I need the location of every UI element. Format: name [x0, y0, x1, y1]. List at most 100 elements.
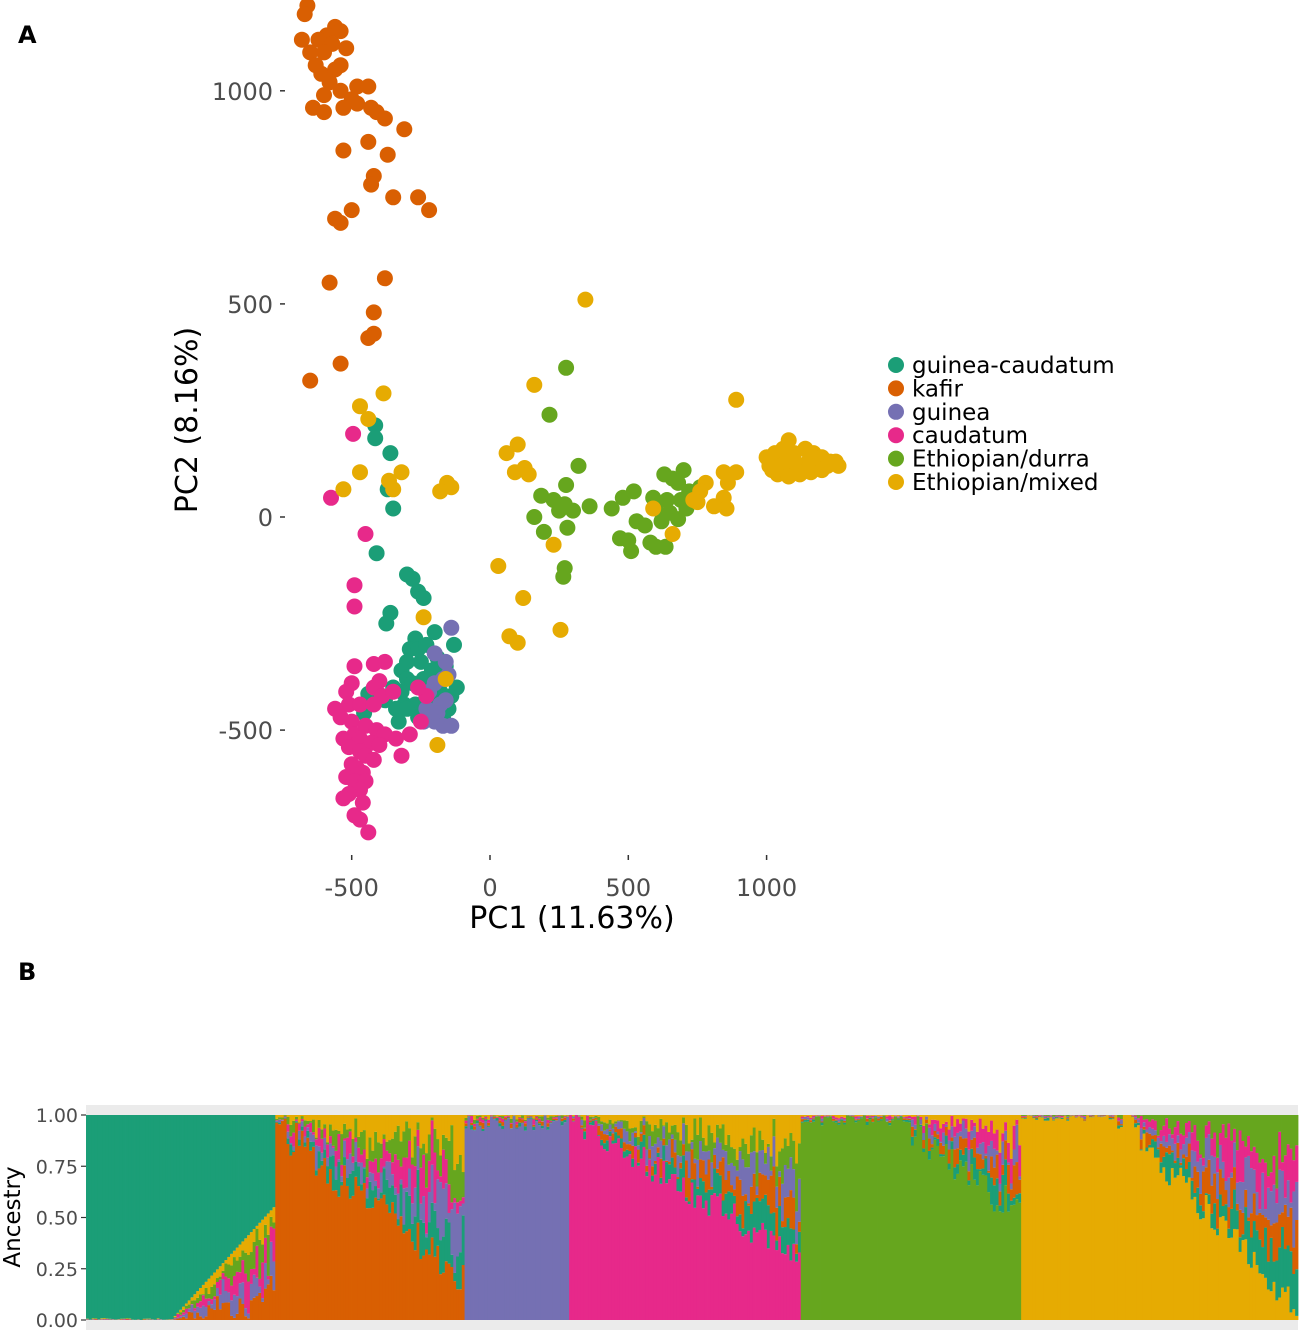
ancestry-segment-guinea-caudatum — [786, 1218, 790, 1245]
ancestry-segment-ethiopian-mixed — [837, 1115, 841, 1119]
ancestry-segment-guinea — [732, 1165, 737, 1190]
ancestry-segment-guinea — [1165, 1141, 1169, 1148]
ancestry-segment-caudatum — [749, 1242, 754, 1320]
ancestry-segment-caudatum — [1258, 1162, 1262, 1210]
ancestry-segment-caudatum — [309, 1122, 313, 1133]
ancestry-segment-kafir — [667, 1161, 672, 1165]
ancestry-segment-guinea-caudatum — [309, 1141, 313, 1151]
ancestry-segment-guinea-caudatum — [487, 1125, 491, 1127]
ancestry-segment-guinea-caudatum — [778, 1205, 782, 1237]
ancestry-segment-ethiopian-durra — [1173, 1115, 1177, 1128]
ancestry-segment-ethiopian-mixed — [1097, 1116, 1101, 1320]
ancestry-segment-ethiopian-durra — [670, 1125, 675, 1135]
ancestry-segment-guinea-caudatum — [608, 1131, 612, 1137]
ancestry-segment-guinea-caudatum — [218, 1115, 223, 1267]
ancestry-segment-guinea-caudatum — [399, 1184, 403, 1217]
ancestry-segment-kafir — [690, 1149, 694, 1180]
ancestry-segment-ethiopian-mixed — [464, 1115, 468, 1118]
ancestry-segment-ethiopian-mixed — [566, 1115, 570, 1116]
ancestry-segment-guinea-caudatum — [1136, 1122, 1141, 1126]
ancestry-segment-kafir — [744, 1194, 748, 1202]
ancestry-segment-ethiopian-durra — [761, 1139, 765, 1151]
ancestry-segment-guinea — [1258, 1209, 1262, 1213]
ancestry-segment-kafir — [365, 1208, 369, 1320]
ancestry-segment-guinea-caudatum — [173, 1115, 177, 1316]
ancestry-segment-ethiopian-mixed — [936, 1115, 940, 1121]
ancestry-segment-ethiopian-mixed — [1088, 1117, 1093, 1320]
ancestry-segment-ethiopian-durra — [444, 1137, 449, 1160]
ancestry-segment-ethiopian-mixed — [1196, 1213, 1200, 1320]
ancestry-segment-caudatum — [125, 1318, 129, 1320]
point-ethiopian-durra — [558, 359, 575, 376]
ancestry-segment-guinea-caudatum — [588, 1122, 593, 1125]
ancestry-segment-ethiopian-durra — [1145, 1115, 1149, 1120]
ancestry-segment-guinea — [540, 1128, 545, 1320]
ancestry-segment-ethiopian-mixed — [261, 1219, 265, 1245]
ancestry-segment-ethiopian-mixed — [1071, 1115, 1076, 1320]
ancestry-segment-ethiopian-mixed — [1122, 1115, 1127, 1320]
ancestry-segment-ethiopian-durra — [803, 1121, 807, 1320]
ancestry-segment-ethiopian-durra — [764, 1152, 768, 1164]
ancestry-segment-guinea-caudatum — [1221, 1205, 1225, 1217]
ancestry-segment-caudatum — [1151, 1119, 1155, 1129]
ancestry-segment-guinea-caudatum — [636, 1162, 641, 1166]
ancestry-segment-guinea-caudatum — [382, 1168, 386, 1195]
ancestry-segment-ethiopian-durra — [837, 1124, 841, 1320]
ancestry-segment-caudatum — [312, 1132, 316, 1135]
ancestry-segment-ethiopian-durra — [295, 1116, 299, 1120]
ancestry-segment-ethiopian-durra — [213, 1284, 217, 1297]
ancestry-segment-ethiopian-mixed — [854, 1115, 858, 1117]
ancestry-segment-guinea-caudatum — [814, 1116, 819, 1117]
ancestry-segment-ethiopian-mixed — [992, 1115, 997, 1134]
legend-key-ethiopian-mixed — [888, 474, 904, 490]
ancestry-segment-guinea — [1040, 1115, 1045, 1117]
ancestry-segment-caudatum — [506, 1115, 511, 1117]
ancestry-segment-guinea — [1292, 1191, 1296, 1248]
ancestry-segment-caudatum — [179, 1314, 183, 1317]
ancestry-segment-ethiopian-mixed — [278, 1115, 282, 1118]
ancestry-segment-ethiopian-durra — [704, 1145, 708, 1152]
ancestry-segment-guinea-caudatum — [297, 1139, 302, 1146]
ancestry-segment-ethiopian-mixed — [1117, 1128, 1121, 1320]
ancestry-segment-ethiopian-mixed — [255, 1225, 259, 1229]
ancestry-segment-ethiopian-durra — [232, 1257, 237, 1276]
ancestry-segment-caudatum — [978, 1118, 982, 1144]
ancestry-segment-guinea — [727, 1164, 731, 1171]
ancestry-segment-kafir — [328, 1169, 333, 1320]
ancestry-y-tick-label: 1.00 — [36, 1105, 78, 1127]
ancestry-segment-kafir — [792, 1197, 796, 1230]
ancestry-segment-guinea — [374, 1180, 378, 1187]
point-caudatum — [365, 656, 382, 672]
ancestry-segment-ethiopian-mixed — [376, 1115, 381, 1143]
ancestry-segment-ethiopian-durra — [944, 1144, 949, 1320]
ancestry-segment-guinea — [504, 1120, 508, 1320]
ancestry-segment-guinea — [1179, 1149, 1183, 1163]
ancestry-segment-guinea-caudatum — [546, 1126, 550, 1130]
ancestry-segment-ethiopian-mixed — [910, 1115, 915, 1117]
ancestry-segment-caudatum — [266, 1275, 271, 1280]
ancestry-segment-guinea-caudatum — [648, 1158, 652, 1160]
ancestry-segment-guinea — [490, 1116, 494, 1320]
ancestry-y-tick-label: 0.00 — [36, 1310, 78, 1332]
scatter-points — [293, 0, 847, 841]
ancestry-segment-guinea — [227, 1292, 231, 1303]
ancestry-segment-kafir — [1035, 1117, 1039, 1119]
ancestry-segment-ethiopian-mixed — [981, 1115, 985, 1129]
ancestry-segment-ethiopian-mixed — [764, 1115, 768, 1153]
ancestry-segment-ethiopian-mixed — [583, 1115, 587, 1121]
ancestry-segment-ethiopian-durra — [289, 1124, 293, 1137]
ancestry-segment-kafir — [317, 1168, 321, 1320]
ancestry-segment-guinea-caudatum — [944, 1135, 949, 1145]
ancestry-segment-ethiopian-durra — [487, 1119, 491, 1120]
ancestry-segment-caudatum — [492, 1116, 497, 1118]
ancestry-segment-ethiopian-mixed — [1159, 1172, 1163, 1320]
ancestry-segment-kafir — [300, 1130, 304, 1320]
ancestry-segment-ethiopian-durra — [741, 1138, 745, 1160]
ancestry-segment-kafir — [936, 1134, 940, 1139]
ancestry-segment-guinea — [275, 1120, 279, 1122]
ancestry-segment-ethiopian-durra — [882, 1115, 886, 1320]
ancestry-segment-guinea — [1255, 1192, 1259, 1216]
ancestry-segment-ethiopian-durra — [515, 1119, 519, 1122]
ancestry-segment-caudatum — [944, 1121, 949, 1125]
ancestry-segment-ethiopian-mixed — [1238, 1251, 1242, 1320]
